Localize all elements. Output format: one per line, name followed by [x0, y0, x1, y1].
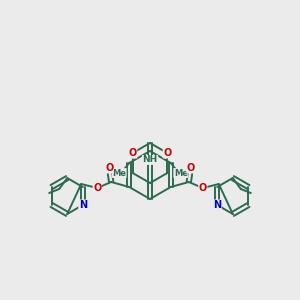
Text: N: N: [79, 200, 87, 210]
Text: O: O: [105, 163, 113, 173]
Text: O: O: [163, 148, 171, 158]
Text: O: O: [187, 163, 195, 173]
Text: O: O: [93, 183, 101, 193]
Text: O: O: [129, 148, 137, 158]
Text: O: O: [199, 183, 207, 193]
Text: NH: NH: [142, 155, 158, 164]
Text: N: N: [213, 200, 221, 210]
Text: Me: Me: [112, 169, 126, 178]
Text: Me: Me: [174, 169, 188, 178]
